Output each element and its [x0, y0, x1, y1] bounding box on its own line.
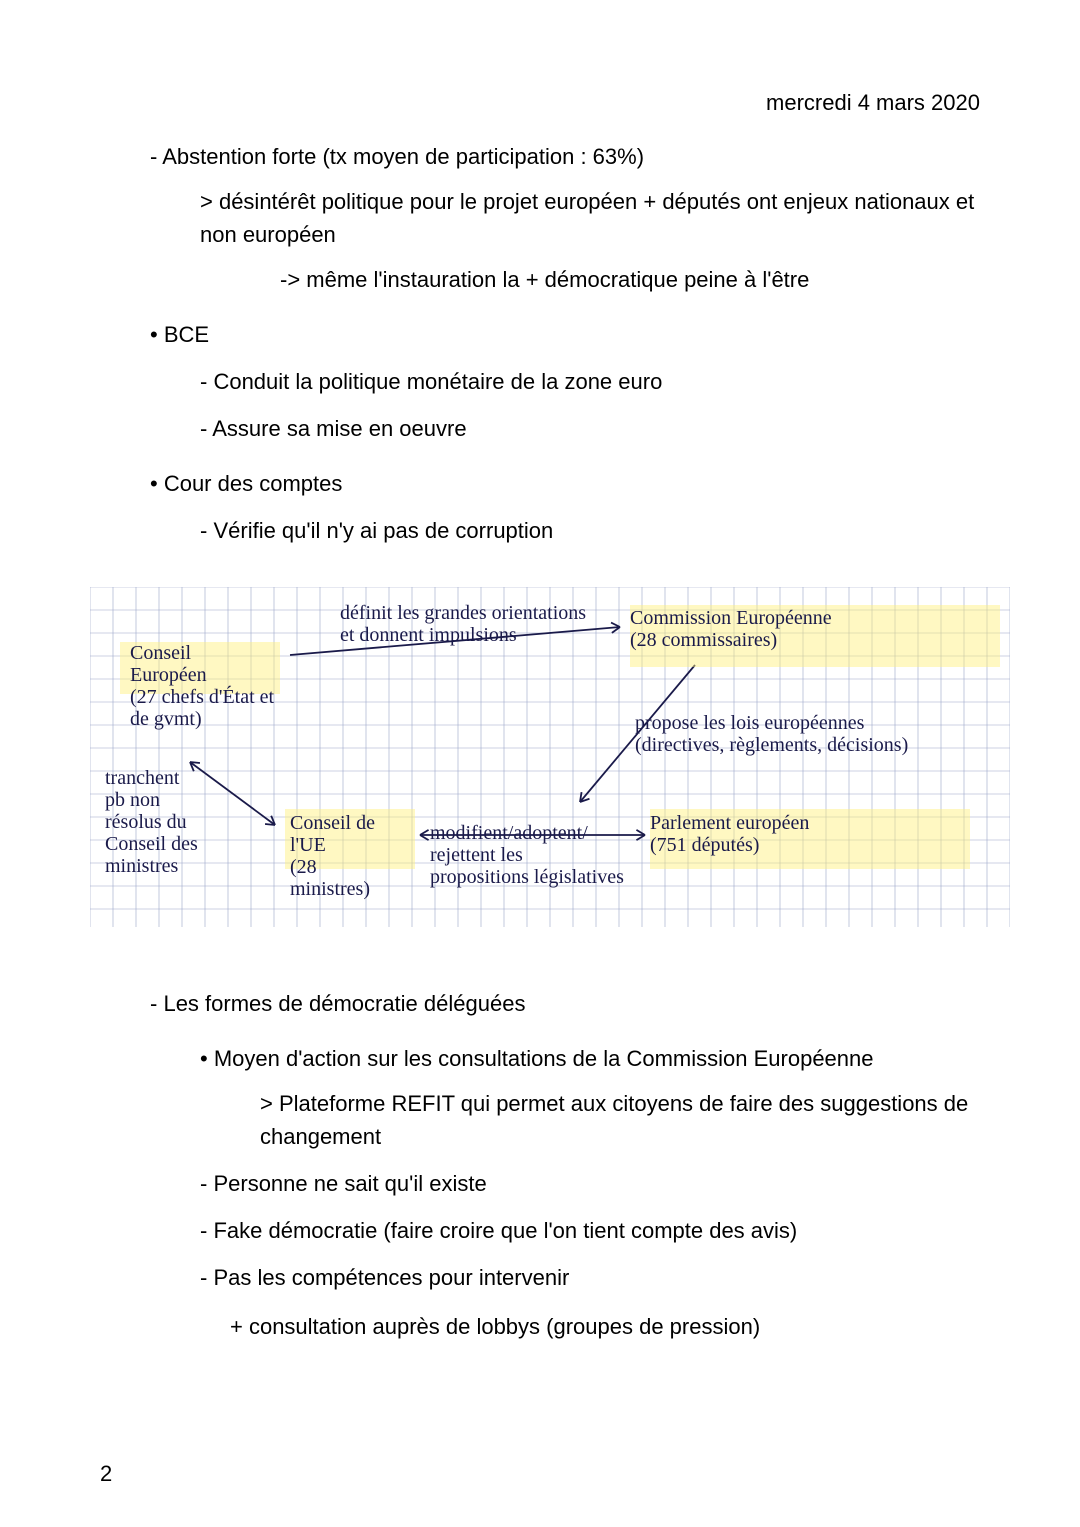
hw-conseil_ue: Conseil de l'UE (28 ministres) [290, 812, 375, 900]
item-desinteret: > désintérêt politique pour le projet eu… [200, 185, 980, 251]
item-fake: Fake démocratie (faire croire que l'on t… [200, 1214, 980, 1247]
item-formes: Les formes de démocratie déléguées [150, 987, 980, 1020]
hw-tranchent: tranchent pb non résolus du Conseil des … [105, 767, 198, 877]
item-refit: > Plateforme REFIT qui permet aux citoye… [260, 1087, 980, 1153]
hw-definit: définit les grandes orientations et donn… [340, 602, 586, 646]
item-cour: Cour des comptes [150, 467, 980, 500]
item-abstention: Abstention forte (tx moyen de participat… [150, 140, 980, 173]
main-content: Abstention forte (tx moyen de participat… [100, 140, 980, 1343]
item-bce: BCE [150, 318, 980, 351]
hw-propose: propose les lois européennes (directives… [635, 712, 908, 756]
hw-modifient: modifient/adoptent/ rejettent les propos… [430, 822, 624, 888]
item-personne: Personne ne sait qu'il existe [200, 1167, 980, 1200]
item-bce-assure: Assure sa mise en oeuvre [200, 412, 980, 445]
item-meme: -> même l'instauration la + démocratique… [280, 263, 980, 296]
item-cour-verifie: Vérifie qu'il n'y ai pas de corruption [200, 514, 980, 547]
page-number: 2 [100, 1461, 112, 1487]
hw-commission: Commission Européenne (28 commissaires) [630, 607, 832, 651]
hw-parlement: Parlement européen (751 députés) [650, 812, 809, 856]
item-bce-conduit: Conduit la politique monétaire de la zon… [200, 365, 980, 398]
page-date: mercredi 4 mars 2020 [766, 90, 980, 116]
handwritten-diagram: Conseil Européen (27 chefs d'État et de … [90, 587, 1010, 927]
hw-conseil_eu: Conseil Européen (27 chefs d'État et de … [130, 642, 274, 730]
item-pas-comp: Pas les compétences pour intervenir [200, 1261, 980, 1294]
item-consultation: + consultation auprès de lobbys (groupes… [230, 1310, 980, 1343]
item-moyen: Moyen d'action sur les consultations de … [200, 1042, 980, 1075]
